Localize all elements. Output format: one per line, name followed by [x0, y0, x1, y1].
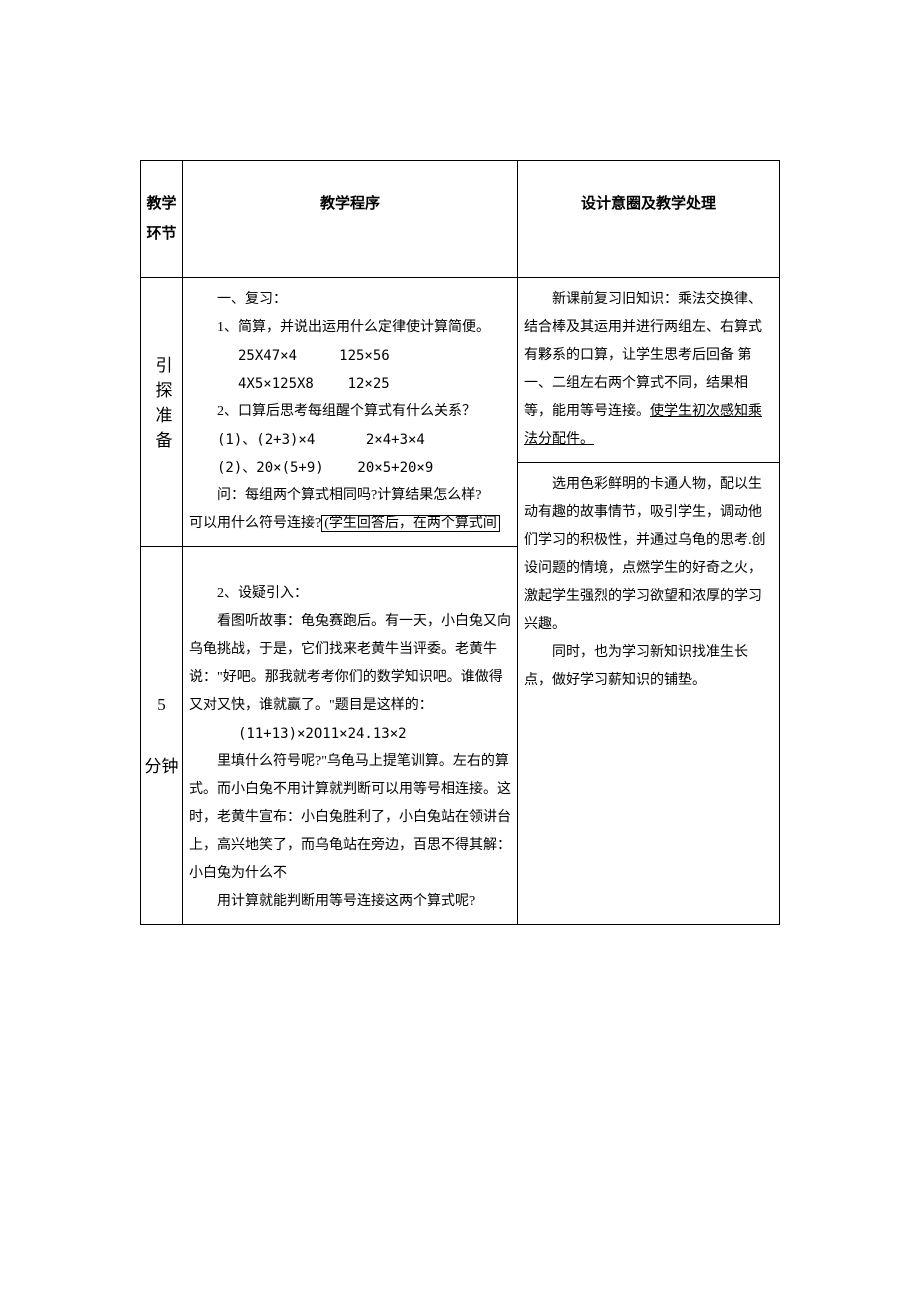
proc-text: 2、口算后思考每组醒个算式有什么关系？ [189, 398, 511, 426]
table-row: 引探准备 一、复习： 1、简算，并说出运用什么定律使计算简便。 25X47×4 … [141, 278, 780, 463]
procedure-cell-2: 2、设疑引入： 看图听故事：龟兔赛跑后。有一天，小白兔又向乌龟挑战，于是，它们找… [183, 547, 518, 925]
stage-label-unit: 分钟 [143, 750, 180, 784]
design-text: 同时，也为学习新知识找准生长点，做好学习薪知识的铺垫。 [524, 639, 773, 695]
stage-label-num: 5 [143, 688, 180, 722]
proc-text: 一、复习： [189, 286, 511, 314]
proc-text: 看图听故事：龟兔赛跑后。有一天，小白兔又向乌龟挑战，于是，它们找来老黄牛当评委。… [189, 608, 511, 720]
stage-label-1: 引探准备 [145, 356, 179, 456]
boxed-text: (学生回答后，在两个算式间 [321, 515, 500, 532]
proc-calc: 25X47×4 125×56 [189, 342, 511, 370]
stage-cell-2: 5 分钟 [141, 547, 183, 925]
table-header-row: 教学环节 教学程序 设计意圈及教学处理 [141, 161, 780, 278]
proc-text: 用计算就能判断用等号连接这两个算式呢? [189, 888, 511, 916]
design-cell-2: 选用色彩鲜明的卡通人物，配以生动有趣的故事情节，吸引学生，调动他们学习的积极性，… [518, 463, 780, 925]
lesson-plan-table: 教学环节 教学程序 设计意圈及教学处理 引探准备 一、复习： 1、简算，并说出运… [140, 160, 780, 925]
proc-text: 2、设疑引入： [189, 580, 511, 608]
proc-text: 里填什么符号呢?"乌龟马上提笔训算。左右的算式。而小白兔不用计算就判断可以用等号… [189, 748, 511, 888]
header-stage: 教学环节 [141, 161, 183, 278]
stage-cell-1: 引探准备 [141, 278, 183, 547]
design-text: 选用色彩鲜明的卡通人物，配以生动有趣的故事情节，吸引学生，调动他们学习的积极性，… [524, 471, 773, 639]
design-cell-1: 新课前复习旧知识：乘法交换律、结合棒及其运用并进行两组左、右算式有夥系的口算，让… [518, 278, 780, 463]
proc-calc: (11+13)×2O11×24.13×2 [189, 720, 511, 748]
design-text: 新课前复习旧知识：乘法交换律、结合棒及其运用并进行两组左、右算式有夥系的口算，让… [524, 286, 773, 454]
proc-calc: (2)、20×(5+9) 20×5+20×9 [189, 454, 511, 482]
procedure-cell-1: 一、复习： 1、简算，并说出运用什么定律使计算简便。 25X47×4 125×5… [183, 278, 518, 547]
header-design: 设计意圈及教学处理 [518, 161, 780, 278]
proc-text: 1、简算，并说出运用什么定律使计算简便。 [189, 314, 511, 342]
proc-calc: 4X5×125X8 12×25 [189, 370, 511, 398]
header-procedure: 教学程序 [183, 161, 518, 278]
proc-calc: (1)、(2+3)×4 2×4+3×4 [189, 426, 511, 454]
proc-text: 问：每组两个算式相同吗?计算结果怎么样? [189, 482, 511, 510]
proc-text: 可以用什么符号连接?(学生回答后，在两个算式间 [189, 510, 511, 538]
